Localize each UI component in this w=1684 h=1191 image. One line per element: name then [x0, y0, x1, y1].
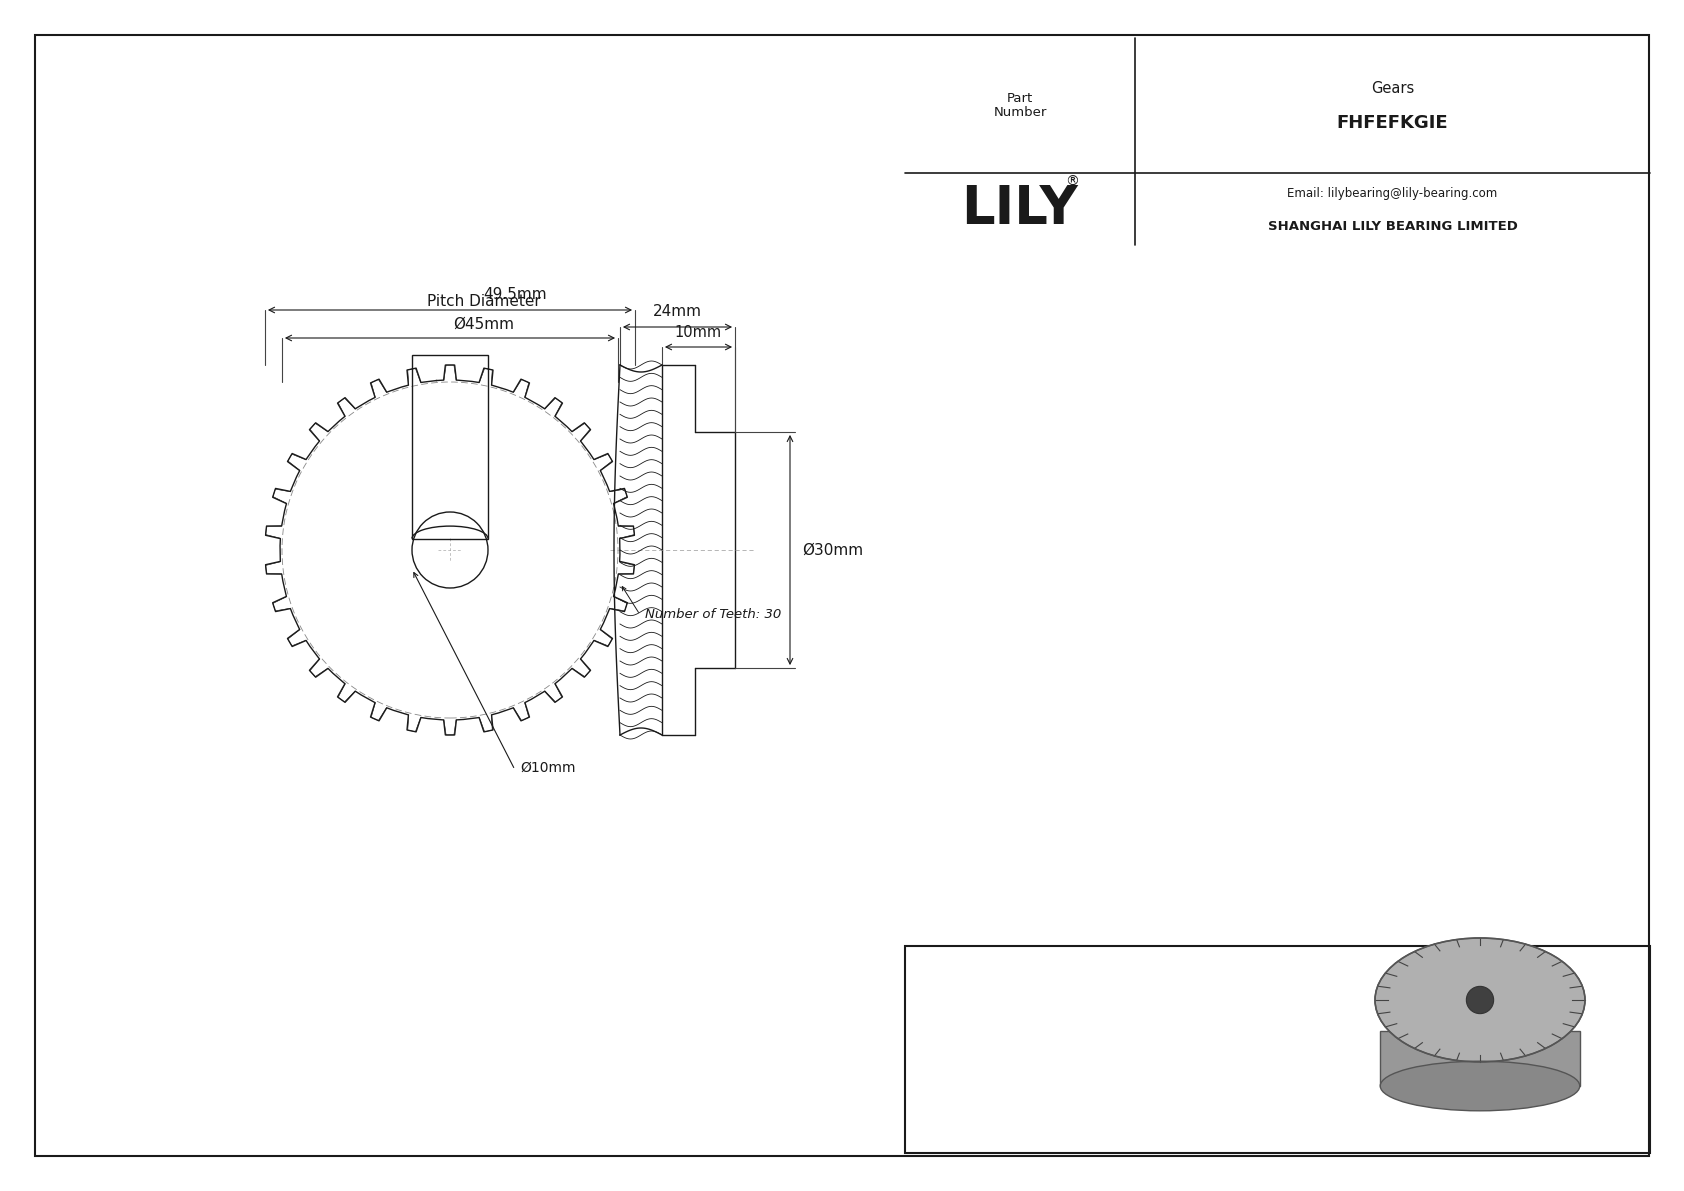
Bar — [904, 946, 1650, 1153]
Text: 49.5mm: 49.5mm — [483, 287, 547, 303]
Text: 24mm: 24mm — [653, 304, 702, 319]
Text: Ø30mm: Ø30mm — [802, 542, 864, 557]
Ellipse shape — [1381, 1061, 1580, 1111]
Bar — [413, 355, 488, 538]
Circle shape — [1467, 986, 1494, 1014]
Text: Ø10mm: Ø10mm — [520, 761, 576, 775]
Text: LILY: LILY — [962, 183, 1078, 235]
Text: Email: lilybearing@lily-bearing.com: Email: lilybearing@lily-bearing.com — [1287, 187, 1497, 200]
Text: FHFEFKGIE: FHFEFKGIE — [1337, 113, 1448, 131]
Ellipse shape — [1376, 939, 1585, 1062]
Bar — [1381, 1031, 1580, 1086]
Text: Pitch Diameter: Pitch Diameter — [426, 294, 541, 308]
Text: Part
Number: Part Number — [994, 92, 1047, 119]
Text: SHANGHAI LILY BEARING LIMITED: SHANGHAI LILY BEARING LIMITED — [1268, 220, 1517, 233]
Text: Number of Teeth: 30: Number of Teeth: 30 — [645, 609, 781, 622]
Text: Gears: Gears — [1371, 81, 1415, 96]
Text: 10mm: 10mm — [675, 325, 722, 339]
Text: Ø45mm: Ø45mm — [453, 317, 514, 332]
Text: ®: ® — [1064, 175, 1079, 189]
